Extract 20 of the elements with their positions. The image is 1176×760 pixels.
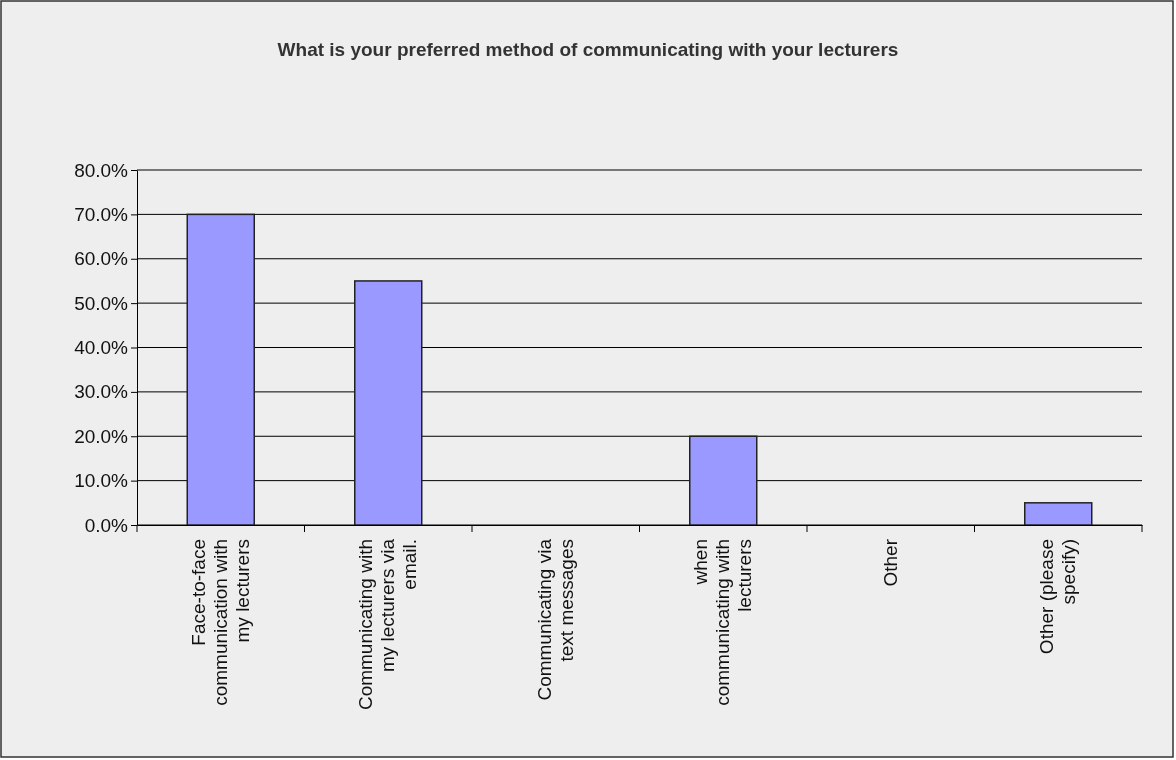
x-tick-label: Other [879,538,901,587]
bar [354,280,423,526]
y-tick-label: 20.0% [74,425,129,447]
x-tick-label: when communicating with lecturers [690,539,756,706]
y-tick-label: 70.0% [74,203,129,225]
y-tick-label: 30.0% [74,381,129,403]
y-tick-label: 60.0% [74,248,129,270]
x-tick-label: Communicating via text messages [533,538,577,701]
y-tick-label: 10.0% [74,470,129,492]
bar [689,435,758,526]
y-tick-label: 0.0% [84,514,129,536]
bar [1024,502,1093,526]
y-tick-label: 40.0% [74,337,129,359]
bar [186,213,255,526]
x-tick-label: Communicating with my lecturers via email. [355,538,421,711]
y-tick-label: 50.0% [74,292,129,314]
y-tick-label: 80.0% [74,159,129,181]
chart-title: What is your preferred method of communicating with your lecturers [277,39,899,60]
x-tick-label: Other (please specify) [1036,539,1080,655]
x-tick-label: Face-to-face communication with my lecturers [187,539,253,706]
